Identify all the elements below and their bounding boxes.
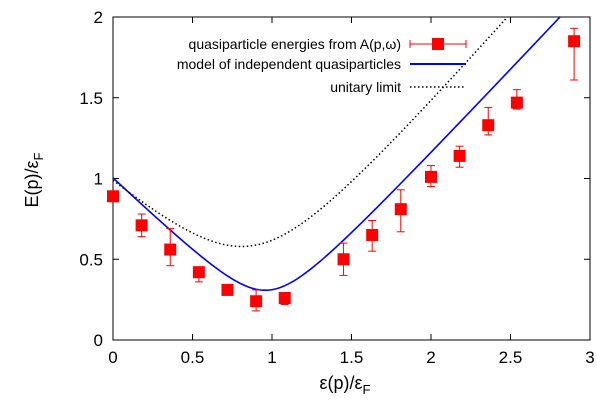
data-point [510,96,523,109]
legend-label-quasiparticle-energies: quasiparticle energies from A(p,ω) [189,36,401,52]
x-tick-label: 0.5 [181,348,205,367]
data-point [453,149,466,162]
data-point [482,119,495,132]
x-tick-label: 1.5 [340,348,364,367]
x-axis-label: ε(p)/εF [319,373,370,397]
data-point [425,170,437,183]
y-tick-label: 2 [94,8,103,27]
data-point [278,292,291,305]
legend-marker-quasiparticle-energies [432,38,444,50]
data-point [164,243,177,256]
x-axis-label-subscript: F [363,382,371,397]
data-point [337,253,350,266]
series-lines [113,17,562,292]
y-tick-label: 1 [94,170,103,189]
data-point [250,295,263,308]
y-axis-label-subscript: F [31,152,46,160]
axis-ticks: 0 0.5 1 1.5 2 2.5 3 0 0.5 1 1.5 2 [79,8,594,367]
data-point [366,229,379,242]
y-axis-label: E(p)/εF [22,152,46,207]
y-tick-label: 1.5 [79,89,103,108]
independent-quasiparticles-curve [113,17,562,292]
data-point [135,219,148,232]
legend-label-unitary-limit: unitary limit [330,79,401,95]
unitary-limit-curve [113,17,509,248]
data-point [568,35,581,48]
x-tick-label: 0 [108,348,117,367]
series-points [107,27,581,312]
x-tick-label: 2.5 [499,348,523,367]
data-point [394,203,407,216]
y-tick-label: 0 [94,331,103,350]
data-point [107,190,119,203]
y-tick-label: 0.5 [79,250,103,269]
data-point [192,266,205,279]
data-point [221,283,234,296]
x-tick-label: 2 [426,348,435,367]
x-tick-label: 3 [585,348,594,367]
x-tick-label: 1 [267,348,276,367]
legend: quasiparticle energies from A(p,ω) model… [177,36,467,95]
legend-label-independent-quasiparticles: model of independent quasiparticles [177,56,401,72]
